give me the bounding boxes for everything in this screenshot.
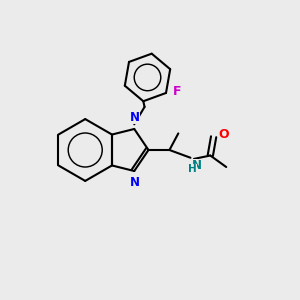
Text: N: N [192, 159, 202, 172]
Text: O: O [218, 128, 229, 141]
Text: N: N [130, 176, 140, 189]
Text: H: H [188, 164, 197, 174]
Text: F: F [173, 85, 182, 98]
Text: N: N [130, 111, 140, 124]
